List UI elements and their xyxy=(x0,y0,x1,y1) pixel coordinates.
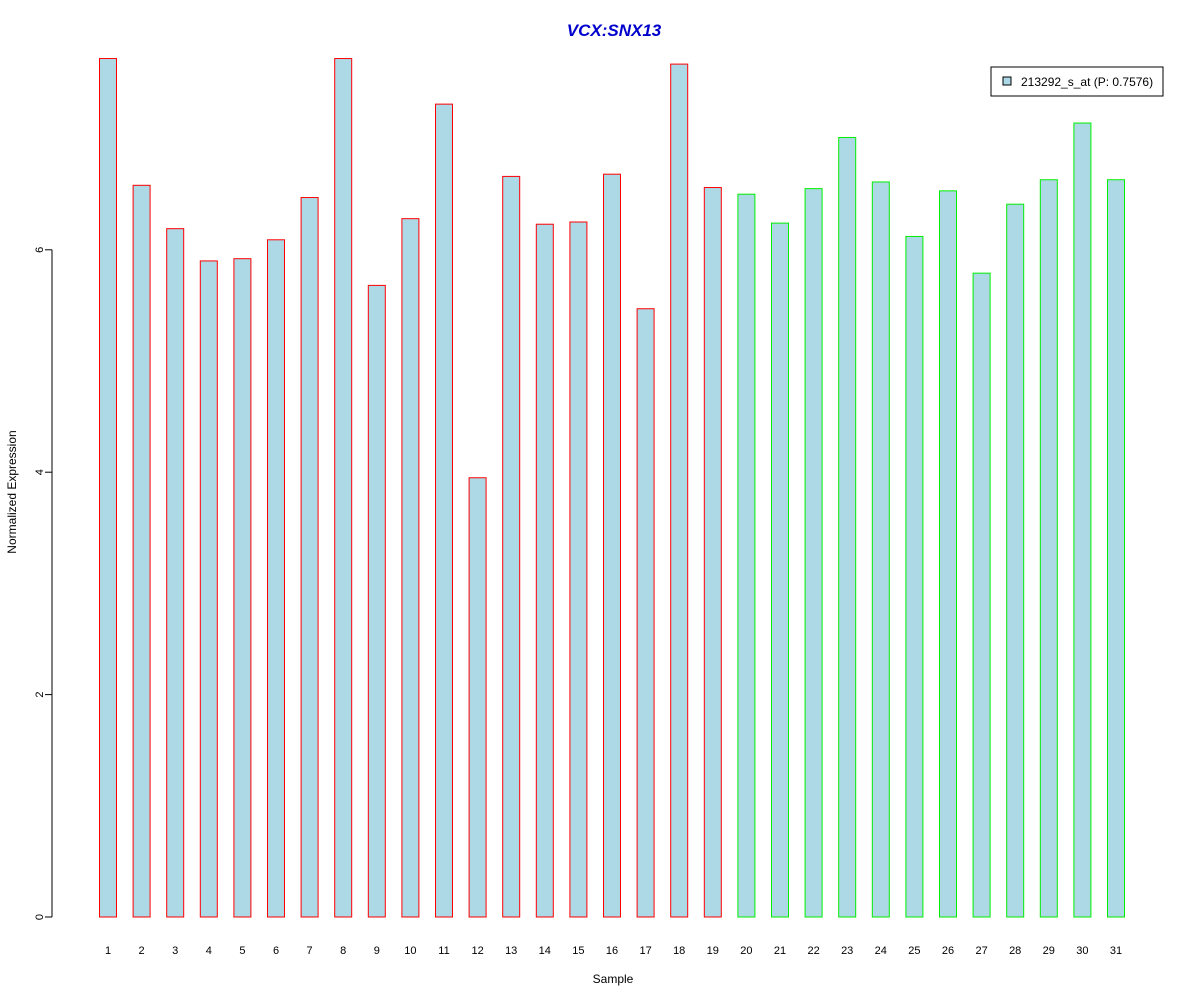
bar-sample-12 xyxy=(468,477,487,918)
bar-sample-15 xyxy=(569,221,588,918)
x-axis-label: Sample xyxy=(593,972,634,986)
x-tick-label: 19 xyxy=(707,945,719,957)
bar-sample-16 xyxy=(603,173,621,918)
x-tick-label: 7 xyxy=(307,945,313,957)
bar-sample-24 xyxy=(871,181,890,918)
x-tick-label: 21 xyxy=(774,945,786,957)
x-tick-label: 20 xyxy=(740,945,752,957)
bar-sample-3 xyxy=(166,228,185,918)
bar-sample-13 xyxy=(502,175,521,918)
x-tick-label: 14 xyxy=(539,945,551,957)
y-axis: 0 2 4 6 xyxy=(34,247,53,920)
x-tick-label: 22 xyxy=(807,945,819,957)
x-tick-label: 28 xyxy=(1009,945,1021,957)
x-tick-label: 11 xyxy=(438,945,449,957)
x-tick-label: 9 xyxy=(374,945,380,957)
bar-sample-8 xyxy=(334,58,353,918)
bar-sample-14 xyxy=(535,223,554,918)
x-tick-label: 30 xyxy=(1076,945,1088,957)
legend-swatch xyxy=(1002,76,1012,86)
x-tick-label: 27 xyxy=(975,945,987,957)
x-tick-label: 10 xyxy=(404,945,416,957)
bar-sample-18 xyxy=(670,63,689,918)
x-tick-label: 26 xyxy=(942,945,954,957)
bar-sample-17 xyxy=(636,308,655,918)
y-tick-label: 4 xyxy=(34,469,46,475)
bar-sample-9 xyxy=(367,284,386,918)
chart-title: VCX:SNX13 xyxy=(567,21,662,40)
bar-sample-28 xyxy=(1006,203,1025,918)
bar-sample-29 xyxy=(1039,179,1058,918)
bar-sample-31 xyxy=(1107,179,1125,918)
y-tick-label: 0 xyxy=(34,914,46,920)
x-tick-labels: 1 2 3 4 5 6 7 8 9 10 11 12 13 14 15 16 17 18 19 20 21 22 23 24 2… xyxy=(105,945,1122,957)
x-tick-label: 23 xyxy=(841,945,853,957)
y-tick-label: 2 xyxy=(34,692,46,698)
bar-sample-26 xyxy=(939,190,957,918)
x-tick-label: 31 xyxy=(1110,945,1122,957)
x-tick-label: 13 xyxy=(505,945,517,957)
legend-box xyxy=(990,66,1164,97)
x-tick-label: 6 xyxy=(273,945,279,957)
bar-sample-22 xyxy=(804,188,823,918)
bar-sample-21 xyxy=(771,222,789,918)
y-axis-label: Normalized Expression xyxy=(5,430,19,553)
x-tick-label: 15 xyxy=(572,945,584,957)
x-tick-label: 4 xyxy=(206,945,212,957)
bar-sample-11 xyxy=(435,103,453,918)
x-tick-label: 12 xyxy=(471,945,483,957)
x-tick-label: 17 xyxy=(639,945,651,957)
x-tick-label: 5 xyxy=(239,945,245,957)
x-tick-label: 24 xyxy=(875,945,887,957)
bar-sample-7 xyxy=(300,197,319,918)
legend-entry: 213292_s_at (P: 0.7576) xyxy=(1021,75,1153,89)
bar-sample-6 xyxy=(267,239,285,918)
x-tick-label: 29 xyxy=(1043,945,1055,957)
bar-sample-20 xyxy=(737,193,756,918)
x-tick-label: 8 xyxy=(340,945,346,957)
y-tick-label: 6 xyxy=(34,247,46,253)
x-tick-label: 18 xyxy=(673,945,685,957)
bar-sample-10 xyxy=(401,218,420,918)
bar-sample-4 xyxy=(199,260,218,918)
bar-sample-5 xyxy=(233,258,252,918)
bar-sample-1 xyxy=(99,58,117,918)
bar-sample-23 xyxy=(838,136,857,918)
legend: 213292_s_at (P: 0.7576) xyxy=(990,66,1164,97)
x-tick-label: 16 xyxy=(606,945,618,957)
bar-sample-2 xyxy=(132,184,151,918)
x-tick-label: 25 xyxy=(908,945,920,957)
x-tick-label: 1 xyxy=(105,945,111,957)
bar-sample-27 xyxy=(972,272,991,918)
bar-sample-19 xyxy=(703,187,722,918)
bars xyxy=(99,58,1125,918)
x-tick-label: 2 xyxy=(139,945,145,957)
bar-sample-25 xyxy=(905,235,924,918)
bar-sample-30 xyxy=(1073,122,1092,918)
x-tick-label: 3 xyxy=(172,945,178,957)
